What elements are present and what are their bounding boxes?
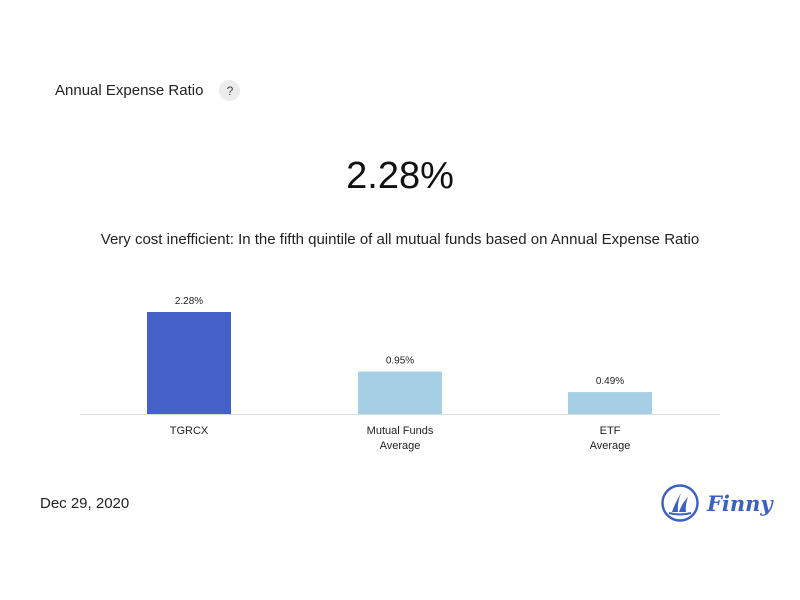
bar bbox=[358, 371, 442, 414]
brand-name: Finny bbox=[707, 490, 773, 516]
help-icon[interactable]: ? bbox=[219, 80, 241, 101]
finny-sailboat-logo-icon bbox=[661, 484, 699, 522]
bar bbox=[147, 312, 231, 414]
chart-title: Annual Expense Ratio bbox=[55, 82, 204, 99]
chart-header: Annual Expense Ratio ? bbox=[55, 80, 241, 101]
expense-ratio-value: 2.28% bbox=[346, 155, 454, 197]
bar-chart: 2.28% TGRCX 0.95% Mutual Funds Average 0.49% E… bbox=[80, 296, 720, 452]
category-label: Mutual Funds bbox=[367, 425, 434, 437]
finny-logo: Finny bbox=[660, 483, 773, 523]
category-label: Average bbox=[380, 440, 421, 452]
bar-value-label: 0.95% bbox=[386, 356, 414, 367]
bar-value-label: 0.49% bbox=[596, 376, 624, 387]
expense-ratio-description: Very cost inefficient: In the fifth quin… bbox=[100, 231, 700, 248]
category-label: Average bbox=[590, 440, 631, 452]
as-of-date: Dec 29, 2020 bbox=[40, 495, 130, 512]
category-label: ETF bbox=[600, 425, 621, 437]
bar bbox=[568, 392, 652, 414]
bar-value-label: 2.28% bbox=[175, 296, 203, 307]
category-label: TGRCX bbox=[170, 425, 209, 437]
